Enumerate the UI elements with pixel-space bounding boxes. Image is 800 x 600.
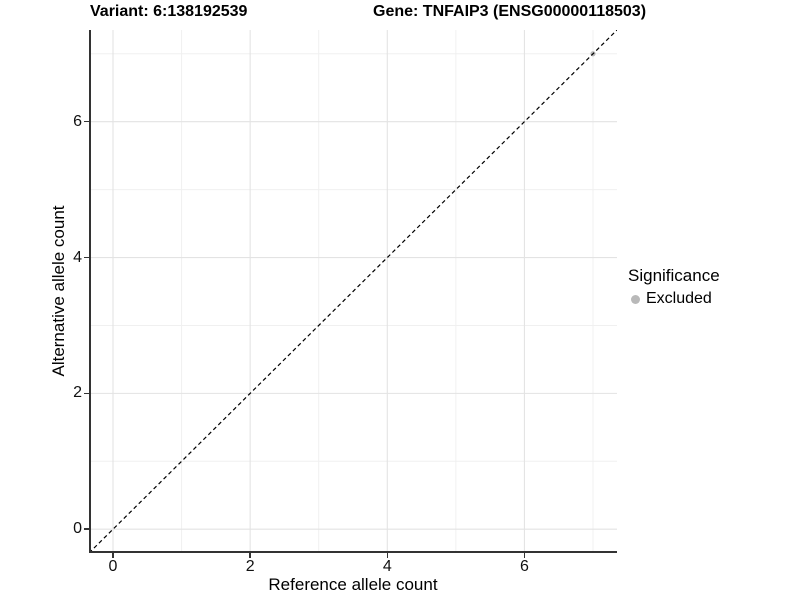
- legend-item-excluded: Excluded: [628, 290, 720, 308]
- y-tick-label: 4: [73, 248, 82, 266]
- legend-item-label: Excluded: [646, 290, 712, 307]
- x-tick-mark: [112, 553, 114, 558]
- x-tick-mark: [249, 553, 251, 558]
- y-tick-label: 0: [73, 520, 82, 538]
- x-tick-label: 0: [108, 558, 118, 575]
- y-tick-mark: [84, 392, 89, 395]
- x-tick-label: 6: [519, 558, 529, 575]
- gene-title: Gene: TNFAIP3 (ENSG00000118503): [373, 3, 647, 20]
- plot-canvas: [89, 30, 617, 553]
- y-axis-title: Alternative allele count: [49, 205, 68, 377]
- legend: Significance Excluded: [628, 266, 720, 308]
- y-tick-label: 6: [73, 112, 82, 130]
- y-tick-mark: [84, 528, 89, 530]
- y-tick-mark: [84, 256, 89, 259]
- identity-line: [89, 30, 617, 553]
- legend-title: Significance: [628, 266, 720, 285]
- plot-panel: [89, 30, 617, 553]
- y-tick-label: 2: [73, 384, 82, 402]
- y-tick-mark: [84, 120, 89, 123]
- x-axis-title: Reference allele count: [268, 575, 438, 594]
- x-tick-mark: [386, 553, 389, 558]
- x-tick-label: 2: [245, 558, 255, 575]
- excluded-point-icon: [631, 294, 640, 304]
- x-tick-mark: [523, 553, 526, 558]
- variant-title: Variant: 6:138192539: [90, 3, 248, 20]
- x-tick-label: 4: [382, 558, 392, 575]
